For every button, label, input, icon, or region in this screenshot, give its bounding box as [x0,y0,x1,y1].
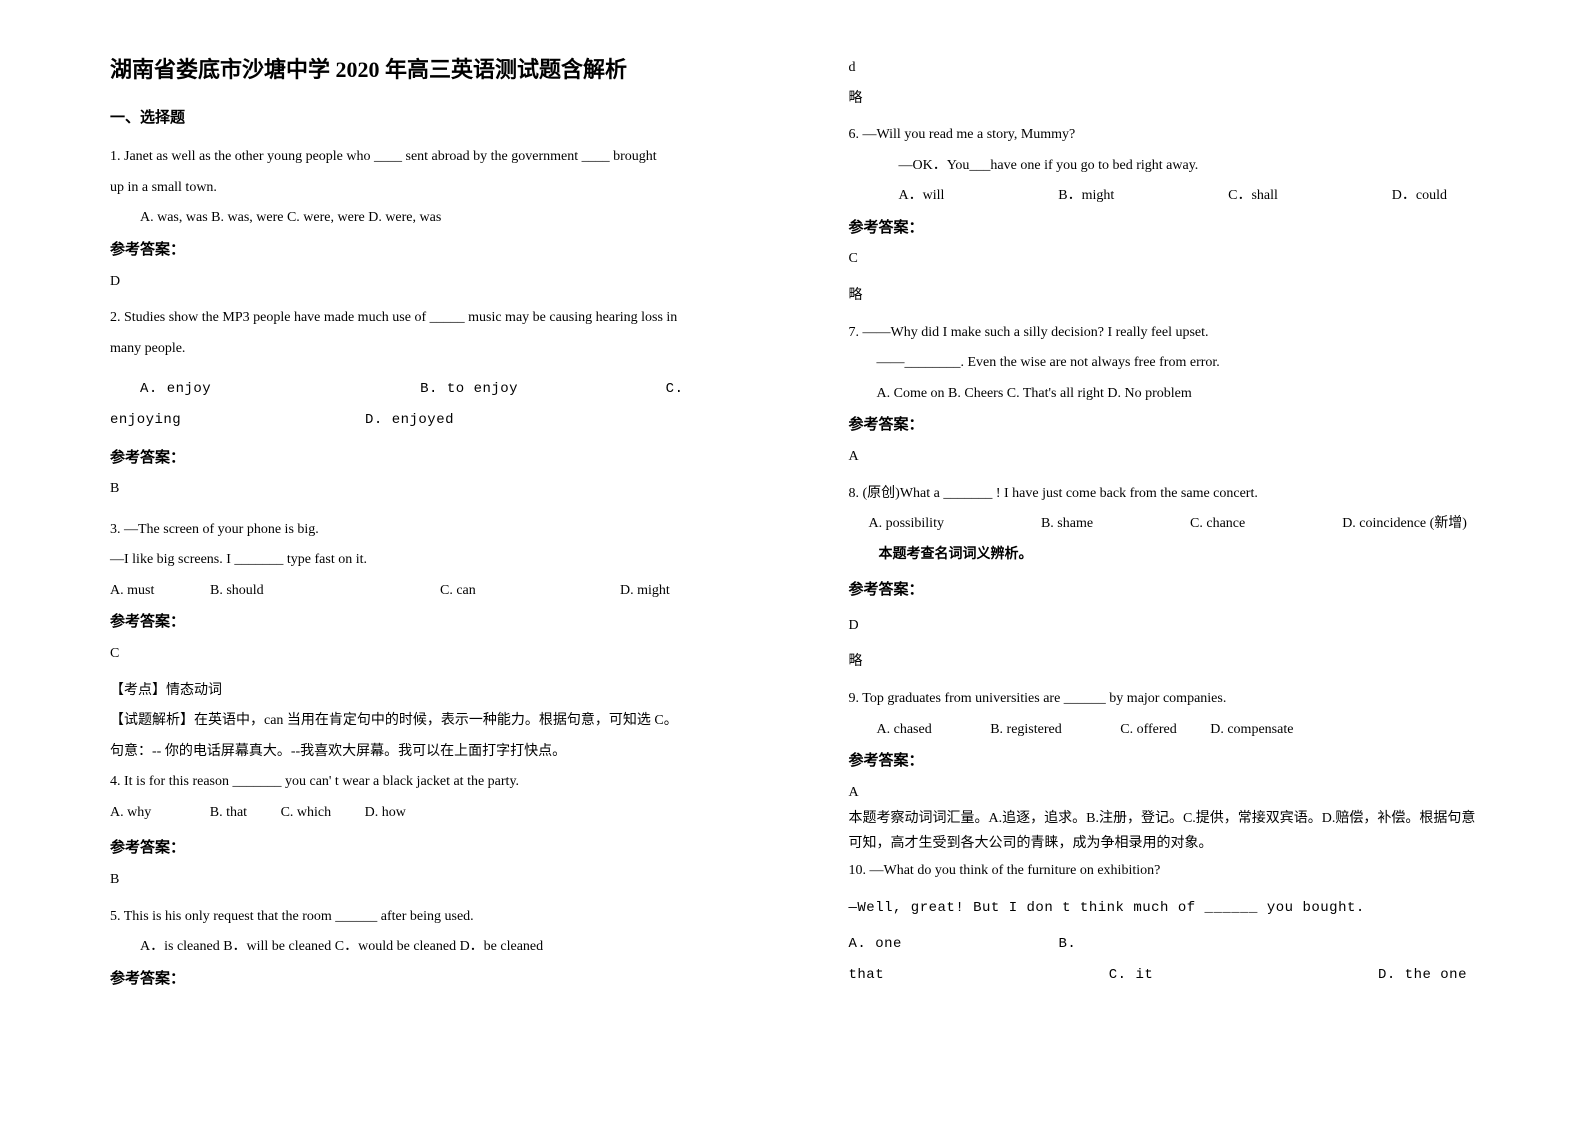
q2-enjoying: enjoying [110,407,310,434]
q8-optB: B. shame [1041,511,1093,538]
q1-line2: up in a small town. [110,175,739,202]
q8-optC: C. chance [1190,511,1245,538]
q6-optB: B．might [1058,183,1114,210]
q2-options-row1: A. enjoy B. to enjoy C. [110,376,739,403]
q6-answer-label: 参考答案： [849,214,1478,243]
q5-line1: 5. This is his only request that the roo… [110,904,739,931]
q8-optA: A. possibility [869,511,944,538]
q2-optC: C. [666,376,684,403]
q1-options: A. was, was B. was, were C. were, were D… [110,205,739,232]
q3-line2: —I like big screens. I _______ type fast… [110,547,739,574]
q3-optB: B. should [210,578,440,605]
q6-optA: A．will [899,183,945,210]
q8-answer-label: 参考答案： [849,576,1478,605]
q6-line1: 6. —Will you read me a story, Mummy? [849,122,1478,149]
q5-answer-label: 参考答案： [110,965,739,994]
q3-exp3: 句意：-- 你的电话屏幕真大。--我喜欢大屏幕。我可以在上面打字打快点。 [110,739,739,766]
q4-optD: D. how [365,800,406,827]
q10-c-it: C. it [1109,962,1154,989]
q10-options-row1: A. one B. [849,931,1478,958]
q2-options-row2: enjoying D. enjoyed [110,407,739,434]
q9-optA: A. chased [877,717,932,744]
q8-sub: 本题考查名词词义辨析。 [849,542,1478,569]
q10-optB: B. [1059,931,1077,958]
q2-line1: 2. Studies show the MP3 people have made… [110,305,739,332]
q8-optD: D. coincidence (新增) [1342,511,1467,538]
q8-answer: D [849,613,1478,640]
q10-optA: A. one [849,931,1059,958]
q1-answer: D [110,269,739,296]
q8-options: A. possibility B. shame C. chance D. coi… [849,511,1478,538]
q7-line1: 7. ——Why did I make such a silly decisio… [849,320,1478,347]
q3-optC: C. can [440,578,620,605]
q8-line1: 8. (原创)What a _______ ! I have just come… [849,481,1478,508]
q6-options: A．will B．might C．shall D．could [849,183,1478,210]
q2-answer-label: 参考答案： [110,444,739,473]
q6-answer: C [849,246,1478,273]
q4-options: A. why B. that C. which D. how [110,800,739,827]
q7-options: A. Come on B. Cheers C. That's all right… [849,381,1478,408]
page-title: 湖南省娄底市沙塘中学 2020 年高三英语测试题含解析 [110,55,739,86]
q9-optC: C. offered [1120,717,1177,744]
q2-optA: A. enjoy [140,376,365,403]
q10-d-theone: D. the one [1378,962,1467,989]
left-column: 湖南省娄底市沙塘中学 2020 年高三英语测试题含解析 一、选择题 1. Jan… [0,0,794,1122]
q6-optC: C．shall [1228,183,1278,210]
q5-options: A．is cleaned B．will be cleaned C．would b… [110,934,739,961]
q2-line2: many people. [110,336,739,363]
q2-answer: B [110,476,739,503]
q4-answer: B [110,867,739,894]
q9-answer: A [849,780,1478,807]
q9-line1: 9. Top graduates from universities are _… [849,686,1478,713]
section-header: 一、选择题 [110,104,739,133]
q4-optC: C. which [281,800,332,827]
q3-line1: 3. —The screen of your phone is big. [110,517,739,544]
q1-line1: 1. Janet as well as the other young peop… [110,144,739,171]
q9-exp2: 可知，高才生受到各大公司的青睐，成为争相录用的对象。 [849,833,1478,854]
q10-line2: —Well, great! But I don t think much of … [849,895,1478,922]
r-d: d [849,55,1478,82]
q4-optB: B. that [210,800,247,827]
q2-optB: B. to enjoy [420,376,611,403]
q3-exp1: 【考点】情态动词 [110,678,739,705]
q4-optA: A. why [110,800,151,827]
q10-line1: 10. —What do you think of the furniture … [849,858,1478,885]
q3-exp2: 【试题解析】在英语中，can 当用在肯定句中的时候，表示一种能力。根据句意，可知… [110,708,739,735]
q4-line1: 4. It is for this reason _______ you can… [110,769,739,796]
q4-answer-label: 参考答案： [110,834,739,863]
q9-answer-label: 参考答案： [849,747,1478,776]
right-column: d 略 6. —Will you read me a story, Mummy?… [794,0,1587,1122]
q7-answer-label: 参考答案： [849,411,1478,440]
q9-options: A. chased B. registered C. offered D. co… [849,717,1478,744]
q7-answer: A [849,444,1478,471]
q8-略: 略 [849,649,1478,676]
q9-optD: D. compensate [1210,717,1293,744]
q8-line1post: ! I have just come back from the same co… [992,486,1258,501]
q6-略: 略 [849,283,1478,310]
q7-line2: ——________. Even the wise are not always… [849,350,1478,377]
q8-line1pre: 8. (原创)What a _______ [849,486,993,501]
q10-that: that [849,962,885,989]
q3-optD: D. might [620,578,670,605]
q1-answer-label: 参考答案： [110,236,739,265]
q3-answer: C [110,641,739,668]
q2-optD: D. enjoyed [365,407,454,434]
q3-answer-label: 参考答案： [110,608,739,637]
q3-optA: A. must [110,578,210,605]
q9-optB: B. registered [990,717,1062,744]
r-略1: 略 [849,86,1478,113]
q6-line2: —OK．You___have one if you go to bed righ… [849,153,1478,180]
q9-exp1: 本题考察动词词汇量。A.追逐，追求。B.注册，登记。C.提供，常接双宾语。D.赔… [849,808,1478,829]
q6-optD: D．could [1392,183,1447,210]
q3-options: A. must B. should C. can D. might [110,578,739,605]
q10-options-row2: that C. it D. the one [849,962,1478,989]
